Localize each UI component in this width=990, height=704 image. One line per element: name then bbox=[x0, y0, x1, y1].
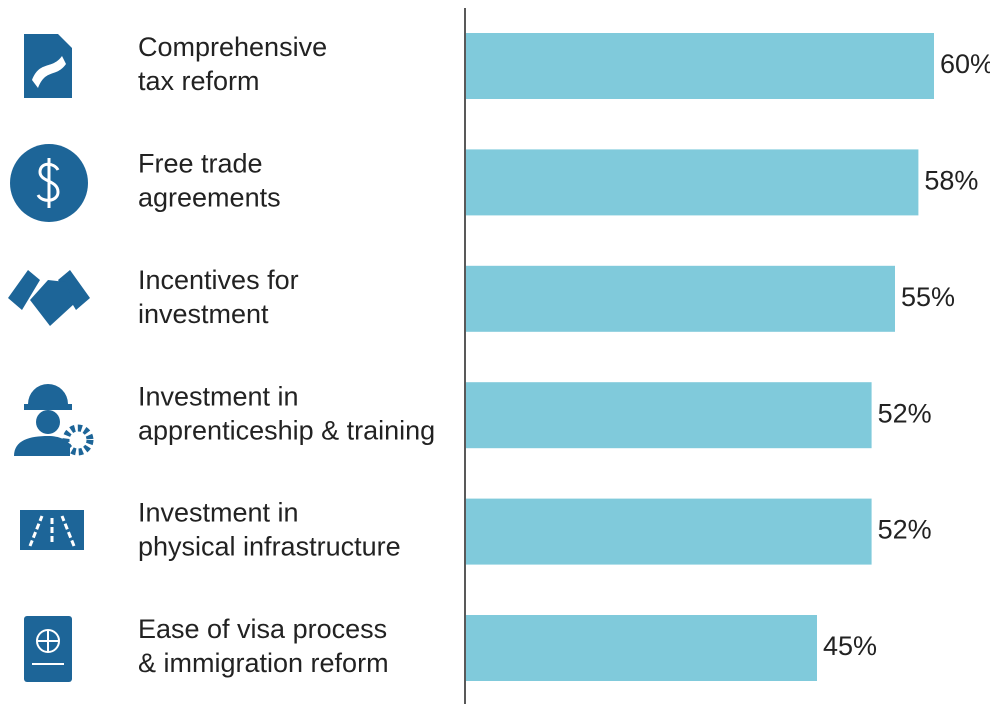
bar bbox=[466, 265, 895, 332]
value-label: 60% bbox=[940, 49, 990, 79]
bar bbox=[466, 615, 817, 681]
category-label: agreements bbox=[138, 183, 281, 213]
bar bbox=[466, 498, 872, 565]
bar bbox=[466, 149, 919, 216]
icon-dollar bbox=[10, 144, 88, 222]
category-label: Comprehensive bbox=[138, 32, 327, 62]
value-label: 55% bbox=[901, 282, 955, 312]
category-label: physical infrastructure bbox=[138, 532, 401, 562]
icon-worker bbox=[14, 384, 94, 456]
value-label: 58% bbox=[924, 166, 978, 196]
bar bbox=[466, 33, 934, 99]
value-label: 52% bbox=[878, 515, 932, 545]
value-label: 45% bbox=[823, 631, 877, 661]
category-label: Free trade bbox=[138, 149, 263, 179]
icon-handshake bbox=[8, 270, 90, 326]
category-label: apprenticeship & training bbox=[138, 415, 435, 445]
icon-tax bbox=[24, 34, 72, 98]
bar bbox=[466, 382, 872, 449]
category-label: Investment in bbox=[138, 498, 299, 528]
category-label: tax reform bbox=[138, 66, 260, 96]
value-label: 52% bbox=[878, 398, 932, 428]
category-label: & immigration reform bbox=[138, 648, 389, 678]
category-label: Ease of visa process bbox=[138, 614, 387, 644]
category-label: Incentives for bbox=[138, 265, 299, 295]
category-label: investment bbox=[138, 299, 269, 329]
category-label: Investment in bbox=[138, 381, 299, 411]
icon-road bbox=[20, 510, 84, 550]
icon-passport bbox=[24, 616, 72, 682]
